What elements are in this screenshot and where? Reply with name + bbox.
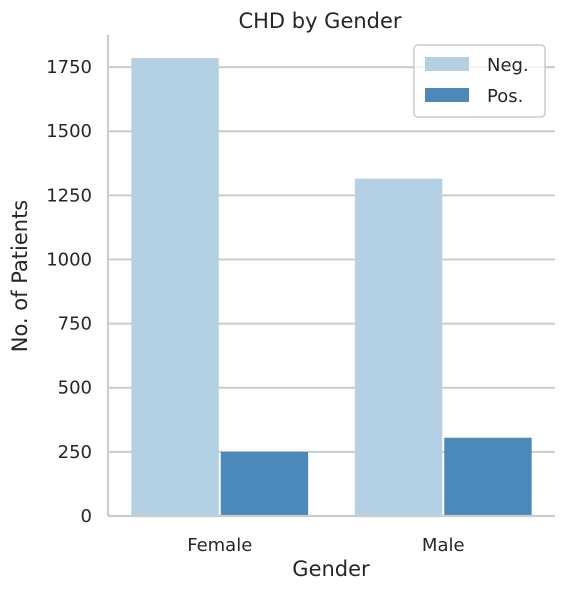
y-tick-label-1500: 1500 [46, 121, 92, 142]
bar-female-pos [220, 451, 309, 516]
y-tick-label-1750: 1750 [46, 57, 92, 78]
legend-swatch-pos [425, 88, 469, 102]
y-tick-label-750: 750 [58, 314, 92, 335]
y-tick-label-500: 500 [58, 378, 92, 399]
y-tick-label-250: 250 [58, 442, 92, 463]
bars [131, 58, 532, 516]
bar-male-pos [444, 437, 532, 516]
legend: Neg. Pos. [413, 44, 546, 118]
y-tick-labels: 0 250 500 750 1000 1250 1500 1750 [46, 57, 92, 527]
x-axis-label: Gender [292, 557, 370, 581]
x-tick-labels: Female Male [187, 535, 464, 556]
y-axis-label: No. of Patients [8, 200, 32, 353]
y-tick-label-1250: 1250 [46, 185, 92, 206]
chart-title: CHD by Gender [238, 9, 401, 33]
x-tick-label-male: Male [422, 535, 465, 556]
y-tick-label-1000: 1000 [46, 249, 92, 270]
legend-label-pos: Pos. [487, 86, 523, 107]
x-tick-label-female: Female [187, 535, 252, 556]
legend-label-neg: Neg. [487, 55, 529, 76]
legend-swatch-neg [425, 57, 469, 71]
bar-male-neg [354, 178, 443, 516]
bar-female-neg [131, 58, 219, 516]
y-tick-label-0: 0 [81, 506, 92, 527]
